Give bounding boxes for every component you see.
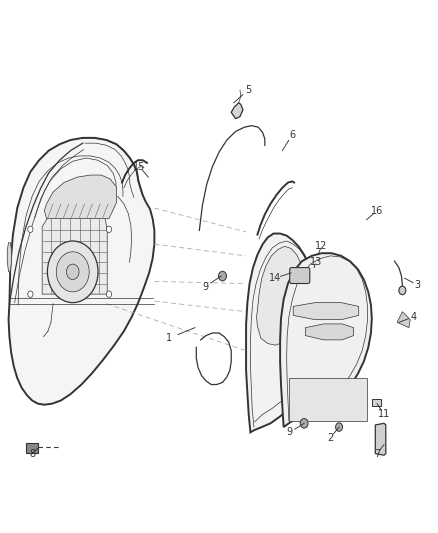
Polygon shape (231, 103, 243, 119)
Polygon shape (44, 175, 117, 219)
Text: 7: 7 (374, 449, 380, 458)
Circle shape (300, 418, 308, 428)
Circle shape (28, 291, 33, 297)
Polygon shape (257, 246, 305, 345)
Circle shape (219, 271, 226, 281)
FancyBboxPatch shape (290, 268, 310, 284)
Polygon shape (280, 253, 372, 427)
Polygon shape (293, 303, 359, 320)
Text: 12: 12 (315, 241, 328, 251)
Polygon shape (42, 200, 107, 294)
Text: 16: 16 (371, 206, 383, 216)
FancyBboxPatch shape (26, 443, 38, 453)
Text: 8: 8 (29, 449, 35, 458)
Circle shape (67, 264, 79, 279)
Polygon shape (305, 324, 353, 340)
Text: 5: 5 (245, 85, 251, 95)
Polygon shape (9, 138, 154, 405)
Polygon shape (397, 312, 410, 328)
Polygon shape (375, 423, 386, 455)
Circle shape (47, 241, 98, 303)
Circle shape (28, 226, 33, 232)
Text: 1: 1 (166, 333, 172, 343)
Text: 15: 15 (133, 161, 146, 172)
Text: 4: 4 (410, 312, 417, 322)
Circle shape (106, 291, 112, 297)
Text: 9: 9 (286, 427, 293, 438)
FancyBboxPatch shape (372, 399, 381, 406)
Circle shape (106, 226, 112, 232)
Circle shape (336, 423, 343, 431)
Circle shape (399, 286, 406, 295)
Polygon shape (289, 378, 367, 421)
Text: 2: 2 (327, 433, 333, 443)
Text: 3: 3 (415, 280, 421, 290)
Polygon shape (7, 243, 12, 272)
Text: 9: 9 (202, 282, 208, 292)
Text: 11: 11 (378, 409, 390, 419)
Text: 13: 13 (310, 257, 322, 267)
Text: 14: 14 (269, 273, 281, 283)
Circle shape (56, 252, 89, 292)
Text: 6: 6 (289, 130, 295, 140)
Polygon shape (246, 233, 319, 432)
